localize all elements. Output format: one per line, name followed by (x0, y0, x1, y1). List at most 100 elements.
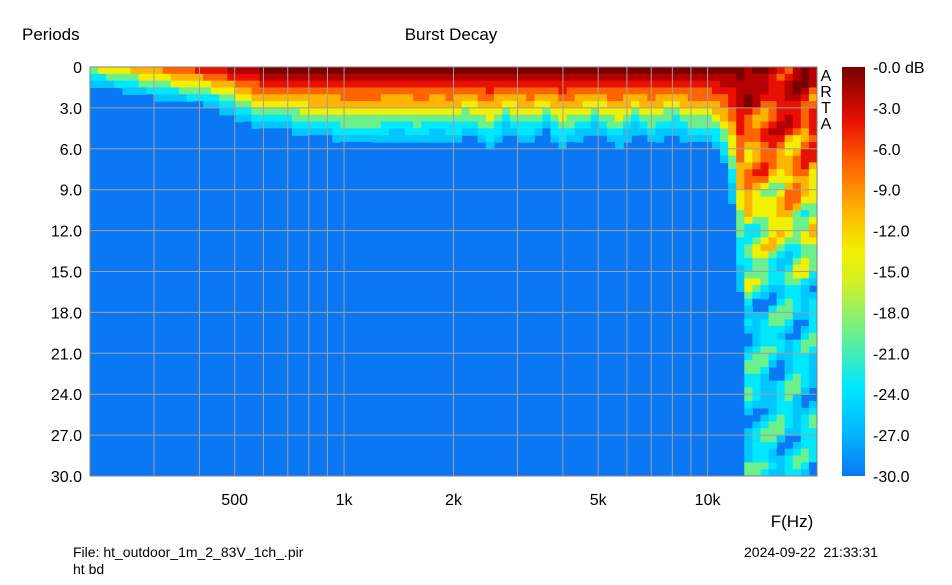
heatmap-cell (808, 176, 817, 184)
heatmap-cell (388, 87, 398, 95)
heatmap-cell (453, 87, 463, 95)
heatmap-cell (372, 107, 382, 116)
heatmap-cell (655, 80, 665, 89)
heatmap-cell (178, 67, 188, 75)
heatmap-cell (768, 148, 778, 157)
heatmap-cell (421, 135, 430, 143)
heatmap-cell (300, 101, 309, 109)
heatmap-cell (776, 189, 786, 198)
heatmap-cell (792, 278, 802, 286)
heatmap-cell (90, 67, 99, 75)
heatmap-cell (324, 94, 333, 102)
heatmap-cell (542, 94, 552, 102)
heatmap-cell (405, 94, 414, 102)
heatmap-cell (526, 101, 535, 109)
heatmap-cell (792, 176, 802, 184)
heatmap-cell (300, 67, 309, 75)
heatmap-cell (792, 87, 802, 95)
heatmap-cell (800, 155, 810, 164)
heatmap-cell (800, 448, 810, 457)
heatmap-cell (243, 94, 253, 102)
heatmap-cell (808, 237, 817, 245)
heatmap-cell (736, 128, 745, 136)
heatmap-cell (259, 73, 269, 82)
heatmap-cell (308, 80, 317, 89)
heatmap-cell (356, 128, 366, 136)
heatmap-cell (405, 80, 414, 89)
heatmap-cell (308, 114, 317, 123)
heatmap-cell (396, 107, 406, 116)
heatmap-cell (768, 189, 778, 198)
heatmap-cell (291, 67, 301, 75)
heatmap-cell (800, 264, 810, 273)
heatmap-cell (275, 101, 285, 109)
heatmap-cell (413, 80, 422, 89)
heatmap-cell (98, 80, 107, 89)
heatmap-cell (388, 128, 398, 136)
heatmap-cell (792, 237, 802, 245)
heatmap-cell (776, 73, 786, 82)
heatmap-cell (259, 67, 269, 75)
heatmap-cell (598, 87, 608, 95)
heatmap-cell (267, 128, 277, 136)
heatmap-cell (800, 291, 810, 300)
heatmap-cell (356, 107, 366, 116)
heatmap-cell (186, 67, 196, 75)
heatmap-cell (477, 73, 487, 82)
heatmap-cell (291, 121, 301, 129)
heatmap-cell (429, 114, 438, 123)
heatmap-cell (736, 87, 745, 95)
heatmap-cell (332, 114, 342, 123)
heatmap-cell (808, 353, 817, 361)
heatmap-cell (752, 67, 762, 75)
y-tick-label: 18.0 (51, 305, 82, 322)
heatmap-cell (485, 73, 495, 82)
heatmap-cell (671, 80, 681, 89)
heatmap-cell (243, 87, 253, 95)
heatmap-cell (768, 298, 778, 307)
heatmap-cell (623, 80, 632, 89)
heatmap-cell (752, 189, 762, 198)
heatmap-cell (776, 162, 786, 170)
heatmap-cell (485, 107, 495, 116)
heatmap-cell (413, 114, 422, 123)
heatmap-cell (695, 128, 705, 136)
heatmap-cell (259, 107, 269, 116)
heatmap-cell (752, 291, 762, 300)
heatmap-cell (493, 114, 503, 123)
heatmap-cell (800, 278, 810, 286)
heatmap-cell (760, 380, 770, 388)
heatmap-cell (760, 67, 770, 75)
heatmap-cell (736, 189, 745, 198)
heatmap-cell (364, 141, 374, 150)
heatmap-cell (606, 94, 616, 102)
heatmap-cell (752, 401, 762, 409)
heatmap-cell (760, 373, 770, 382)
heatmap-cell (720, 67, 729, 75)
heatmap-cell (784, 87, 794, 95)
heatmap-cell (784, 107, 794, 116)
heatmap-cell (413, 128, 422, 136)
heatmap-cell (300, 80, 309, 89)
heatmap-cell (380, 94, 390, 102)
heatmap-cell (485, 128, 495, 136)
heatmap-cell (784, 421, 794, 429)
heatmap-cell (752, 87, 762, 95)
heatmap-cell (267, 87, 277, 95)
heatmap-cell (380, 121, 390, 129)
heatmap-cell (542, 107, 552, 116)
heatmap-cell (493, 128, 503, 136)
heatmap-cell (324, 101, 333, 109)
heatmap-cell (453, 128, 463, 136)
heatmap-cell (267, 73, 277, 82)
heatmap-cell (744, 366, 753, 375)
heatmap-cell (760, 176, 770, 184)
heatmap-cell (760, 128, 770, 136)
heatmap-cell (606, 107, 616, 116)
heatmap-cell (413, 135, 422, 143)
heatmap-cell (800, 101, 810, 109)
heatmap-cell (760, 80, 770, 89)
heatmap-cell (501, 114, 511, 123)
heatmap-cell (760, 73, 770, 82)
heatmap-cell (582, 101, 592, 109)
